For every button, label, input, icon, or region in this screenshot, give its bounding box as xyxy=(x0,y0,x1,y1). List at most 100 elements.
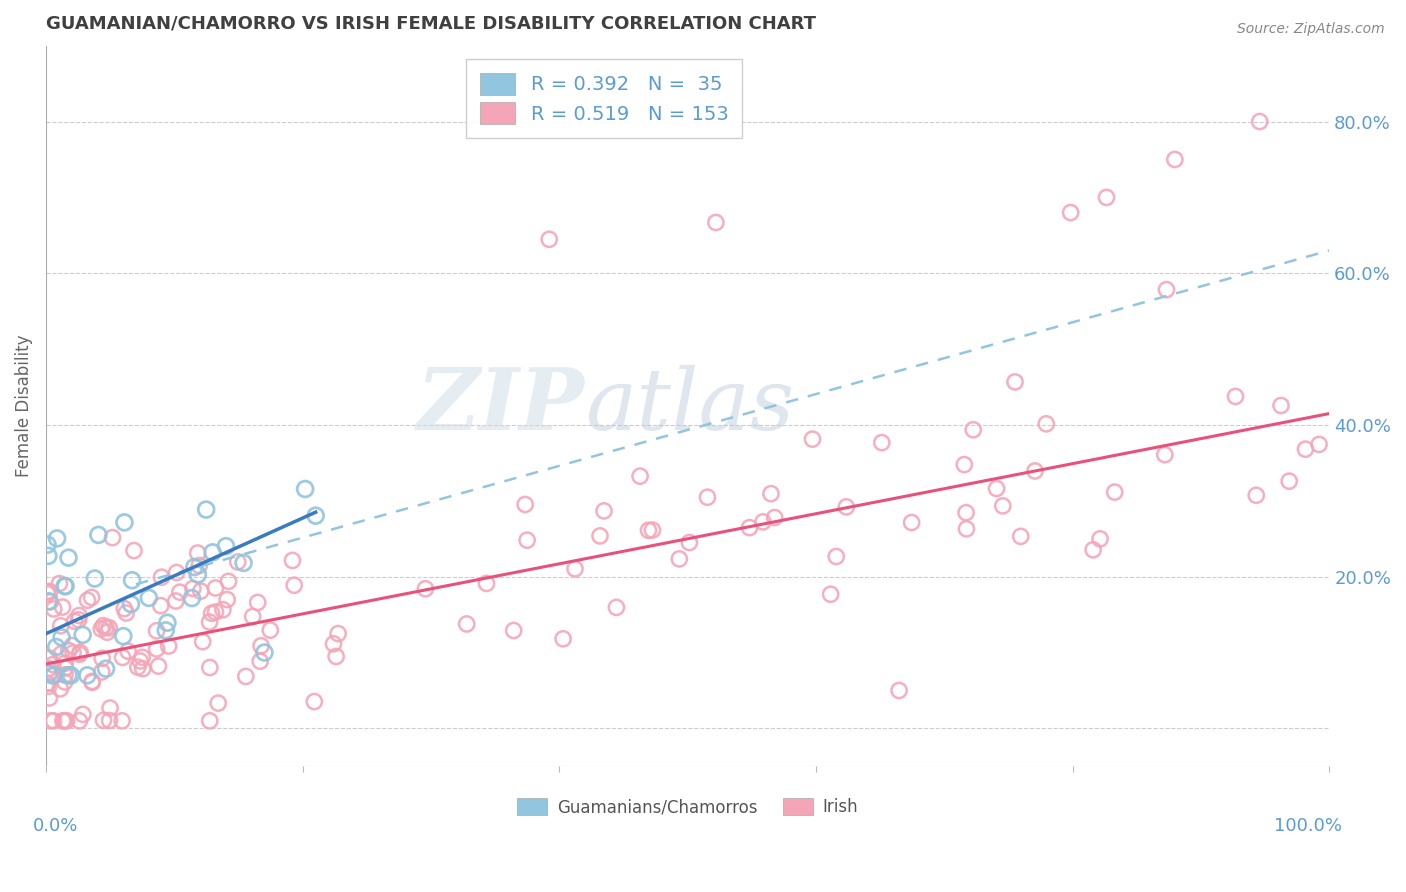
Point xyxy=(1294,442,1316,457)
Point xyxy=(226,555,249,569)
Point xyxy=(1153,448,1175,462)
Text: 100.0%: 100.0% xyxy=(1274,817,1343,835)
Point xyxy=(1059,205,1081,219)
Point xyxy=(111,714,134,728)
Point xyxy=(60,639,83,653)
Point xyxy=(121,573,143,587)
Text: ZIP: ZIP xyxy=(418,364,585,448)
Point xyxy=(752,515,775,529)
Point xyxy=(148,659,170,673)
Point xyxy=(325,649,347,664)
Point xyxy=(641,523,664,537)
Point xyxy=(887,683,910,698)
Point xyxy=(198,714,221,728)
Point xyxy=(475,576,498,591)
Point xyxy=(62,646,84,660)
Point xyxy=(98,621,121,635)
Point xyxy=(1088,532,1111,546)
Point xyxy=(76,593,98,607)
Point xyxy=(304,694,326,708)
Point xyxy=(283,578,305,592)
Point xyxy=(215,539,238,553)
Point xyxy=(53,579,76,593)
Point xyxy=(190,584,212,599)
Point xyxy=(42,657,65,672)
Point xyxy=(41,669,63,683)
Point xyxy=(605,600,627,615)
Point xyxy=(1308,437,1330,451)
Point xyxy=(180,591,202,605)
Point xyxy=(991,499,1014,513)
Point xyxy=(835,500,858,514)
Point xyxy=(38,594,60,608)
Text: atlas: atlas xyxy=(585,365,794,447)
Point xyxy=(94,662,117,676)
Point xyxy=(87,528,110,542)
Point xyxy=(1156,283,1178,297)
Point xyxy=(83,572,105,586)
Point xyxy=(112,516,135,530)
Point xyxy=(67,613,90,627)
Point xyxy=(38,584,60,599)
Point xyxy=(628,469,651,483)
Point xyxy=(52,714,75,728)
Point xyxy=(516,533,538,548)
Point xyxy=(551,632,574,646)
Point xyxy=(53,668,76,682)
Point xyxy=(115,606,138,620)
Point xyxy=(564,562,586,576)
Point xyxy=(1270,399,1292,413)
Point xyxy=(305,508,328,523)
Point xyxy=(1225,389,1247,403)
Point xyxy=(1035,417,1057,431)
Point xyxy=(187,567,209,582)
Point xyxy=(217,592,239,607)
Point xyxy=(49,619,72,633)
Point xyxy=(1024,464,1046,478)
Point xyxy=(45,640,67,654)
Point xyxy=(69,645,91,659)
Point xyxy=(207,696,229,710)
Point xyxy=(187,546,209,560)
Point xyxy=(593,504,616,518)
Point xyxy=(149,599,172,613)
Point xyxy=(637,524,659,538)
Point xyxy=(986,482,1008,496)
Point xyxy=(58,550,80,565)
Point xyxy=(738,521,761,535)
Point xyxy=(759,486,782,500)
Point xyxy=(259,623,281,637)
Point xyxy=(1244,488,1267,502)
Point xyxy=(1081,542,1104,557)
Point xyxy=(55,579,77,593)
Point xyxy=(38,651,60,665)
Point xyxy=(181,582,204,596)
Point xyxy=(415,582,437,596)
Point xyxy=(326,626,349,640)
Point xyxy=(53,674,76,689)
Point xyxy=(72,707,94,722)
Point xyxy=(1278,474,1301,488)
Point xyxy=(67,608,90,623)
Y-axis label: Female Disability: Female Disability xyxy=(15,334,32,477)
Point xyxy=(132,662,155,676)
Point xyxy=(49,681,72,696)
Point xyxy=(127,660,149,674)
Point xyxy=(67,714,90,728)
Point xyxy=(42,668,65,682)
Point xyxy=(322,637,344,651)
Point xyxy=(962,423,984,437)
Point xyxy=(191,634,214,648)
Point xyxy=(39,714,62,728)
Point xyxy=(1095,190,1118,204)
Point xyxy=(51,631,73,645)
Point xyxy=(456,617,478,632)
Point xyxy=(155,624,177,638)
Point xyxy=(76,668,98,682)
Point xyxy=(53,656,76,670)
Point xyxy=(145,624,167,638)
Point xyxy=(294,482,316,496)
Point xyxy=(820,587,842,601)
Point xyxy=(82,675,104,690)
Point xyxy=(198,660,221,674)
